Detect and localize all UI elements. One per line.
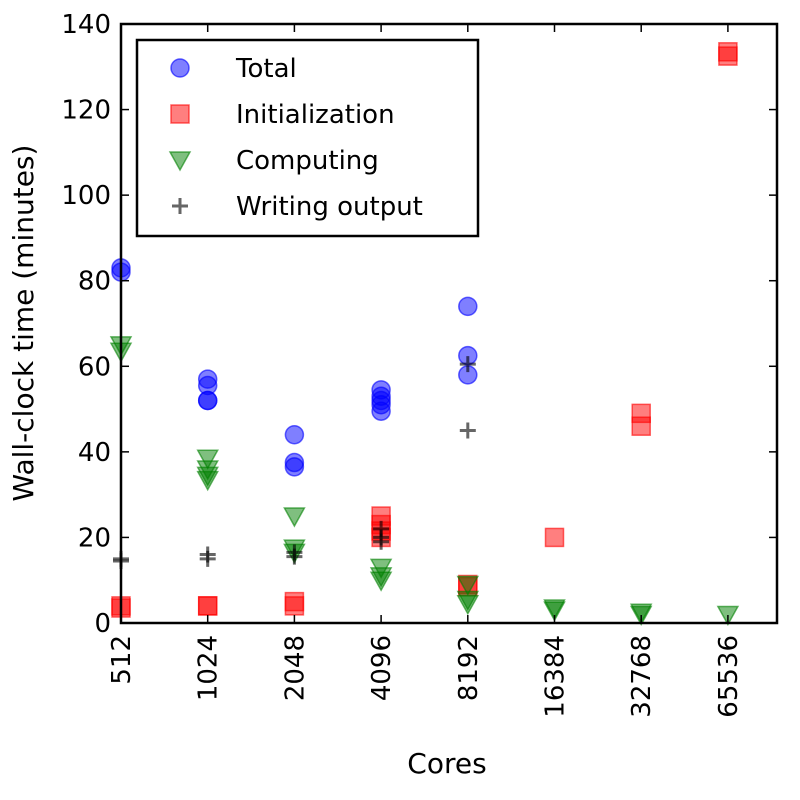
- data-point-plus: [459, 422, 476, 439]
- plot-frame: [119, 22, 779, 625]
- y-tick-label: 120: [61, 96, 111, 126]
- legend-label: Initialization: [236, 100, 395, 130]
- data-point-triangle-down: [456, 575, 480, 597]
- y-tick-label: 40: [78, 438, 111, 468]
- data-point-triangle-down: [196, 470, 219, 492]
- data-point-square: [544, 527, 565, 548]
- data-point-circle: [284, 457, 305, 477]
- legend-marker-circle: [170, 58, 190, 78]
- y-tick-label: 0: [94, 609, 111, 639]
- x-tick-label: 4096: [367, 635, 397, 701]
- y-tick-label: 80: [78, 267, 111, 297]
- axis-ticks: 0 20 40 60 80 100 120 140 512 1024 2048 4096 8192 163…: [61, 10, 777, 718]
- series-total: [111, 258, 478, 477]
- legend: Total Initialization Computing Writing outp…: [135, 38, 480, 238]
- data-point-circle: [197, 390, 218, 411]
- legend-label: Writing output: [236, 192, 423, 222]
- data-point-circle: [458, 296, 478, 317]
- x-tick-label: 512: [107, 635, 137, 685]
- x-tick-label: 65536: [714, 635, 744, 718]
- data-point-plus: [459, 356, 476, 373]
- data-point-plus: [286, 548, 303, 565]
- data-point-triangle-down: [456, 594, 480, 616]
- x-tick-label: 8192: [454, 635, 484, 701]
- data-point-circle: [371, 401, 391, 421]
- data-point-triangle-down: [369, 571, 393, 592]
- y-tick-label: 140: [61, 10, 111, 40]
- data-point-circle: [284, 424, 305, 445]
- data-point-square: [718, 46, 738, 66]
- y-tick-label: 60: [78, 352, 111, 382]
- legend-label: Total: [235, 54, 297, 84]
- legend-marker-triangle-down: [168, 151, 192, 172]
- data-point-square: [284, 596, 305, 616]
- x-tick-label: 32768: [627, 635, 657, 718]
- legend-label: Computing: [236, 146, 379, 176]
- plot-marks: [109, 42, 740, 626]
- x-tick-label: 16384: [541, 635, 571, 718]
- data-point-plus: [373, 533, 390, 550]
- y-tick-label: 100: [61, 181, 111, 211]
- x-axis-label: Cores: [407, 747, 486, 780]
- y-axis-label: Wall-clock time (minutes): [7, 145, 40, 502]
- data-point-triangle-down: [543, 601, 566, 622]
- legend-marker-square: [170, 104, 190, 124]
- data-point-triangle-down: [196, 449, 219, 470]
- data-point-triangle-down: [283, 507, 306, 528]
- data-point-plus: [199, 550, 216, 567]
- data-point-square: [631, 416, 651, 436]
- x-tick-label: 2048: [280, 635, 310, 701]
- x-tick-label: 1024: [194, 635, 224, 701]
- data-point-square: [197, 596, 218, 616]
- legend-box: [135, 38, 480, 238]
- y-tick-label: 20: [78, 523, 111, 553]
- legend-marker-plus: [172, 198, 188, 214]
